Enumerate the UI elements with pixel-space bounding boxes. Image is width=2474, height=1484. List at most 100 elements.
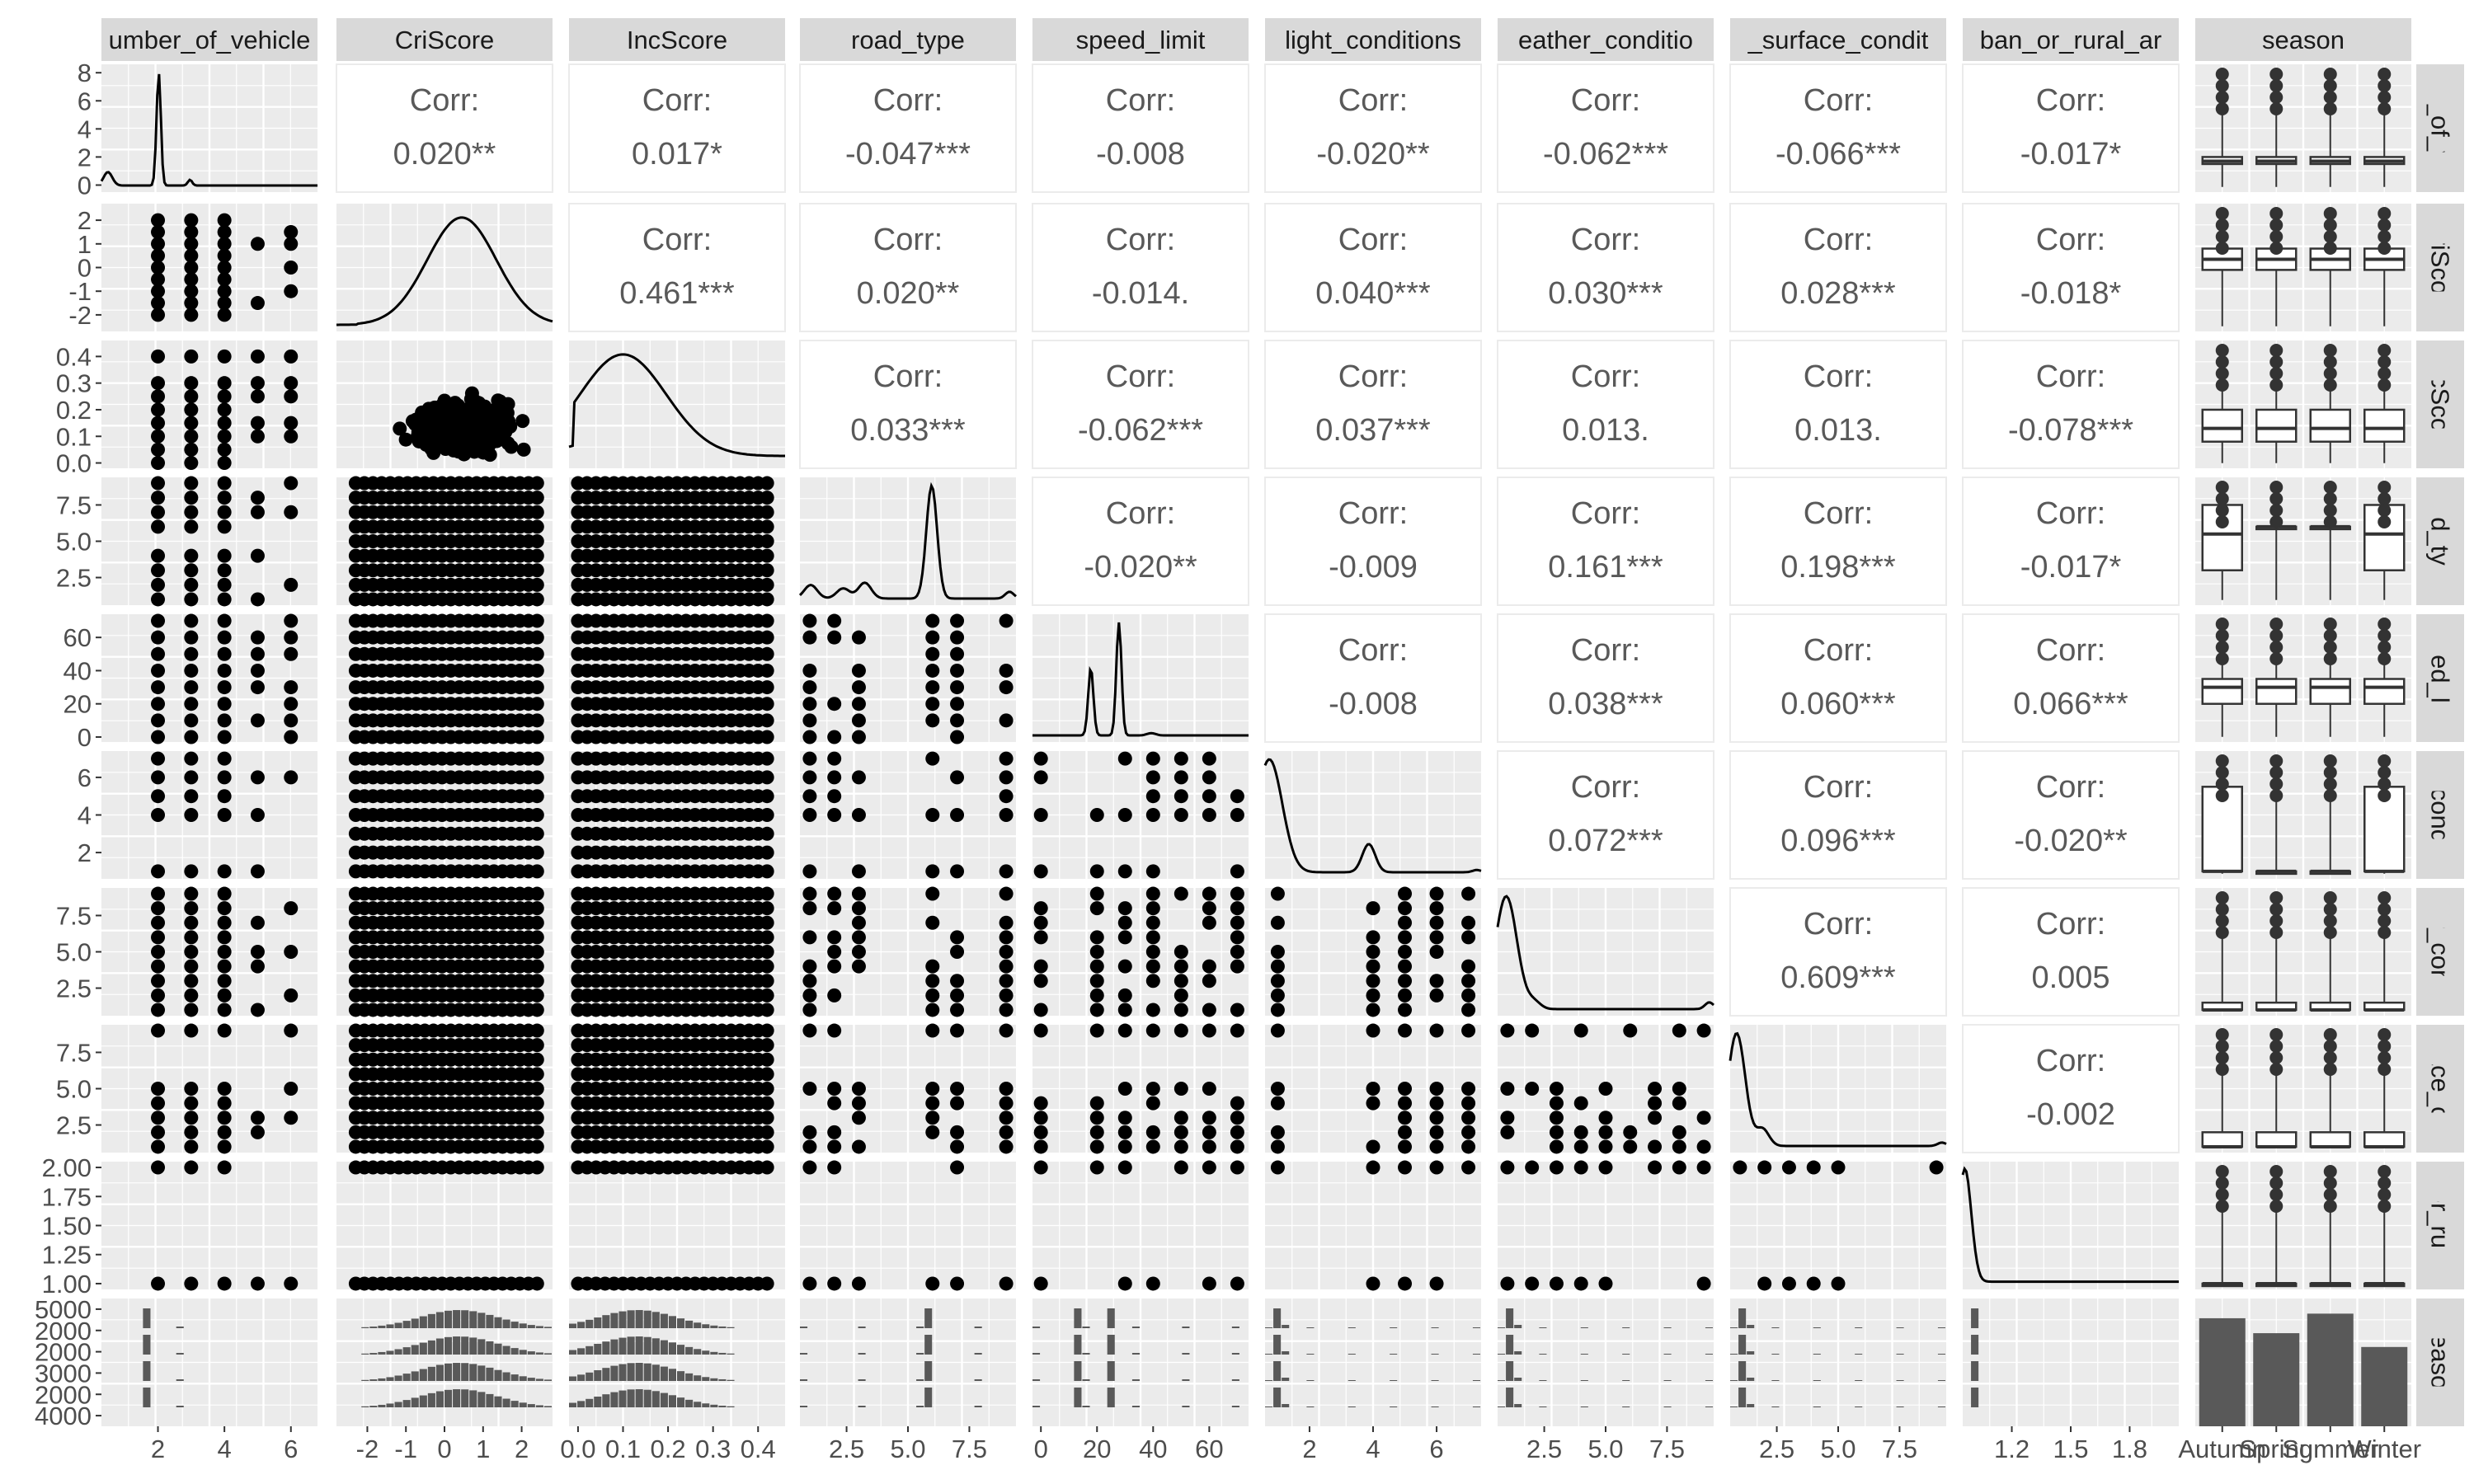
- panel-grid: [1730, 1025, 1946, 1153]
- boxplot: [2201, 754, 2243, 874]
- scatter-points: [802, 1160, 1014, 1291]
- corr-label: Corr:: [1106, 223, 1175, 257]
- panel-grid: [101, 1025, 317, 1153]
- x-tick-label: Autumn: [2178, 1435, 2266, 1463]
- y-tick-label: 2: [78, 206, 92, 235]
- x-tick-label: 40: [1139, 1435, 1167, 1463]
- corr-label: Corr:: [1338, 359, 1408, 394]
- x-tick-label: -2: [356, 1435, 379, 1463]
- scatter-cloud: [348, 751, 544, 879]
- scatter-points: [151, 349, 299, 471]
- boxplot: [2255, 1028, 2298, 1148]
- strip-top: [1498, 18, 1714, 61]
- corr-panel: [1962, 203, 2180, 332]
- strip-right: [2416, 1025, 2464, 1153]
- strip-top: [800, 18, 1016, 61]
- panel-grid: [1265, 751, 1481, 879]
- y-tick-label: 2000: [35, 1338, 92, 1367]
- y-tick-label: 1.25: [42, 1241, 92, 1270]
- y-tick-label: 1.00: [42, 1270, 92, 1298]
- panel-grid: [1963, 1162, 2179, 1289]
- corr-panel: [1962, 477, 2180, 606]
- x-tick-label: 20: [1083, 1435, 1111, 1463]
- strip-top-label: _surface_condit: [1747, 26, 1929, 54]
- y-tick-label: 2: [78, 143, 92, 171]
- corr-label: Corr:: [1106, 496, 1175, 531]
- corr-label: Corr:: [1804, 496, 1873, 531]
- corr-label: Corr:: [1804, 359, 1873, 394]
- corr-label: Corr:: [1571, 496, 1640, 531]
- x-tick-label: 0.4: [741, 1435, 776, 1463]
- y-tick-label: 2.00: [42, 1153, 92, 1182]
- strip-top-label: umber_of_vehicle: [109, 26, 311, 54]
- y-tick-label: 0.2: [56, 396, 92, 425]
- y-tick-label: 2.5: [56, 1111, 92, 1140]
- corr-panel: [568, 203, 786, 332]
- x-tick-label: 2.5: [1759, 1435, 1794, 1463]
- faceted-histogram: [1971, 1308, 1979, 1407]
- x-tick-label: -1: [394, 1435, 417, 1463]
- corr-label: Corr:: [1571, 359, 1640, 394]
- x-tick-label: Winter: [2347, 1435, 2421, 1463]
- strip-right: [2416, 204, 2464, 331]
- x-tick-label: 60: [1195, 1435, 1223, 1463]
- corr-label: Corr:: [642, 223, 712, 257]
- boxplot: [2201, 481, 2243, 600]
- boxplot: [2255, 1165, 2298, 1288]
- corr-value: -0.020**: [1084, 550, 1197, 585]
- scatter-points: [151, 1023, 299, 1154]
- corr-value: 0.060***: [1780, 687, 1896, 721]
- corr-value: -0.020**: [1316, 137, 1430, 171]
- y-tick-label: 0.1: [56, 422, 92, 451]
- corr-label: Corr:: [1338, 223, 1408, 257]
- panel-grid: [1498, 888, 1714, 1016]
- corr-value: -0.017*: [2020, 137, 2122, 171]
- scatter-cloud: [348, 1160, 544, 1291]
- corr-label: Corr:: [2036, 907, 2105, 942]
- y-tick-label: 0.4: [56, 342, 92, 371]
- corr-panel: [1264, 477, 1482, 606]
- x-tick-label: 7.5: [1649, 1435, 1685, 1463]
- corr-value: -0.009: [1329, 550, 1418, 585]
- boxplot: [2363, 891, 2406, 1012]
- boxplot: [2309, 891, 2351, 1012]
- corr-panel: [799, 203, 1017, 332]
- boxplot: [2255, 207, 2298, 326]
- boxplot: [2309, 68, 2351, 187]
- scatter-points: [1033, 751, 1244, 879]
- corr-label: Corr:: [2036, 223, 2105, 257]
- corr-label: Corr:: [1571, 223, 1640, 257]
- scatter-cloud: [348, 1023, 544, 1154]
- y-tick-label: 6: [78, 763, 92, 792]
- strip-top: [1730, 18, 1946, 61]
- scatter-cloud: [348, 886, 544, 1017]
- corr-value: -0.008: [1096, 137, 1185, 171]
- y-tick-label: 1: [78, 230, 92, 259]
- season-bar: [2199, 1317, 2246, 1426]
- density-curve: [1961, 1166, 2179, 1284]
- corr-panel: [1264, 613, 1482, 743]
- x-tick-label: 0: [437, 1435, 451, 1463]
- x-tick-label: 5.0: [1587, 1435, 1623, 1463]
- corr-panel: [1729, 613, 1947, 743]
- x-tick-label: 1: [476, 1435, 490, 1463]
- density-curve: [1729, 1031, 1947, 1148]
- corr-panel: [1497, 477, 1714, 606]
- corr-panel: [1729, 887, 1947, 1017]
- scatter-cloud: [571, 751, 774, 879]
- corr-value: -0.014.: [1092, 276, 1189, 311]
- faceted-histogram: [361, 1310, 552, 1407]
- x-tick-label: 2.5: [829, 1435, 864, 1463]
- y-tick-label: 7.5: [56, 901, 92, 930]
- corr-label: Corr:: [873, 83, 943, 118]
- y-tick-label: 4: [78, 115, 92, 143]
- corr-value: 0.096***: [1780, 824, 1896, 858]
- corr-value: 0.461***: [619, 276, 735, 311]
- strip-top: [1265, 18, 1481, 61]
- x-tick-label: Spring: [2239, 1435, 2313, 1463]
- panel-grid: [336, 204, 553, 331]
- corr-panel: [336, 63, 553, 193]
- x-tick-label: 2: [151, 1435, 165, 1463]
- scatter-points: [151, 213, 299, 322]
- boxplot: [2201, 344, 2243, 463]
